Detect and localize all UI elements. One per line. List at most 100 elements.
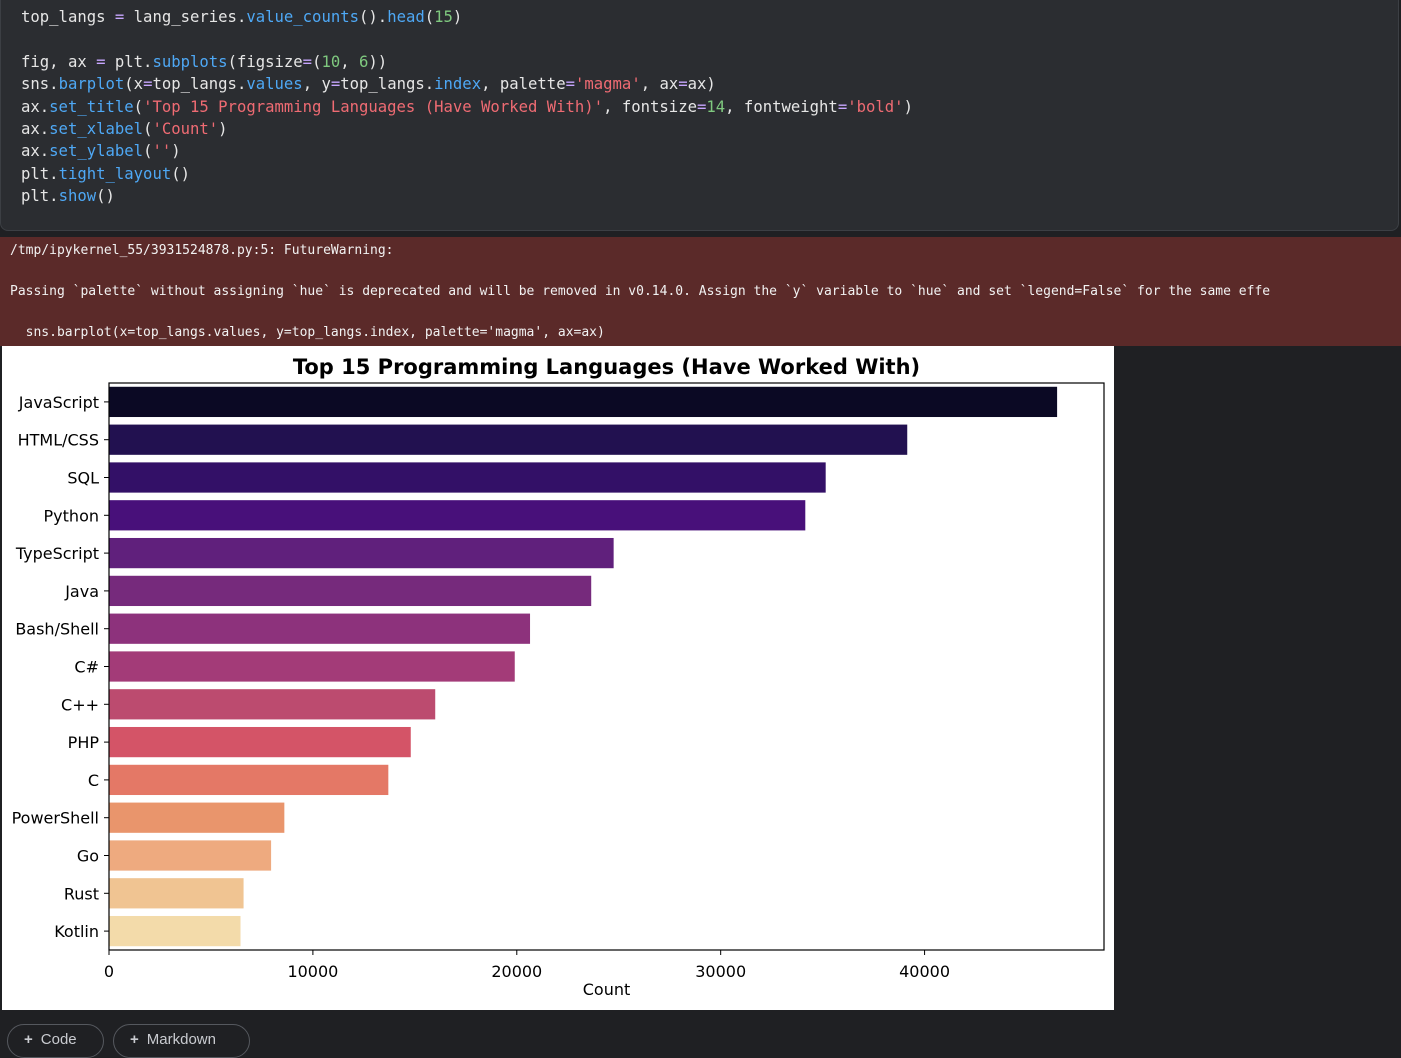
x-tick-label: 10000 [287, 962, 338, 981]
code-token: = [96, 52, 115, 71]
code-token: () [96, 187, 115, 206]
code-line[interactable]: ax.set_xlabel('Count') [21, 118, 913, 140]
y-tick-label: PHP [68, 733, 100, 752]
code-token: value_counts [246, 8, 360, 26]
y-tick-label: C++ [61, 695, 99, 714]
code-token: = [330, 75, 341, 94]
warning-code: sns.barplot(x=top_langs.values, y=top_la… [10, 325, 605, 340]
code-token: ( [424, 8, 435, 26]
code-token: values [246, 75, 303, 94]
bar-java [109, 575, 592, 607]
code-token: , [340, 52, 360, 71]
x-tick-label: 0 [104, 962, 114, 981]
code-token: = [114, 8, 134, 26]
code-token: (x [124, 75, 144, 94]
bar-chart: Top 15 Programming Languages (Have Worke… [12, 355, 1105, 999]
code-token: ) [903, 97, 913, 116]
code-token: 'bold' [847, 97, 904, 116]
y-tick-label: Kotlin [54, 922, 99, 941]
code-token: subplots [152, 52, 228, 71]
code-token: '' [152, 142, 172, 161]
y-tick-label: Go [77, 847, 99, 866]
y-tick-label: Rust [64, 884, 99, 903]
code-token: 'Count' [152, 119, 219, 138]
code-token: lang_series. [133, 8, 247, 26]
add-code-label: Code [40, 1031, 77, 1048]
bar-kotlin [109, 915, 241, 947]
code-token: (figsize [227, 52, 303, 71]
code-token: ( [143, 142, 153, 161]
code-token: ) [452, 8, 463, 26]
bar-c [109, 764, 389, 796]
add-code-button[interactable]: + Code [7, 1024, 104, 1058]
x-axis-label: Count [583, 980, 631, 999]
warning-message: Passing `palette` without assigning `hue… [10, 284, 1271, 299]
code-line[interactable] [21, 28, 913, 50]
code-token: = [696, 97, 707, 116]
y-tick-label: TypeScript [15, 544, 99, 563]
add-markdown-label: Markdown [146, 1031, 216, 1048]
y-tick-label: PowerShell [12, 809, 99, 828]
code-token: top_langs. [152, 75, 247, 94]
code-token: fig, ax [21, 52, 97, 71]
bar-rust [109, 878, 244, 909]
y-tick-label: C [88, 771, 99, 790]
code-token: head [387, 8, 425, 26]
code-token: set_title [49, 97, 134, 116]
code-editor[interactable]: top_langs = lang_series.value_counts().h… [21, 6, 913, 208]
y-tick-label: JavaScript [18, 393, 99, 412]
warning-output: /tmp/ipykernel_55/3931524878.py:5: Futur… [0, 237, 1401, 346]
code-line[interactable]: plt.show() [21, 185, 913, 207]
code-token: top_langs [21, 8, 115, 26]
code-token: show [58, 187, 97, 206]
code-token: ( [143, 119, 153, 138]
code-token: ax. [21, 142, 50, 161]
chart-title: Top 15 Programming Languages (Have Worke… [293, 355, 920, 379]
code-token: = [837, 97, 848, 116]
bar-go [109, 840, 272, 871]
bar-c- [109, 651, 515, 682]
code-token: ( [312, 52, 322, 71]
code-cell[interactable]: top_langs = lang_series.value_counts().h… [0, 0, 1399, 231]
bar-php [109, 726, 411, 758]
code-token: = [143, 75, 153, 94]
code-token: 15 [434, 8, 453, 26]
code-token: set_xlabel [49, 119, 144, 138]
code-token: plt. [21, 187, 59, 206]
code-token: 'Top 15 Programming Languages (Have Work… [143, 97, 604, 116]
chart-figure: Top 15 Programming Languages (Have Worke… [2, 346, 1114, 1010]
code-line[interactable]: ax.set_title('Top 15 Programming Languag… [21, 96, 913, 118]
code-token: ) [218, 119, 228, 138]
bar-typescript [109, 537, 614, 569]
code-token: ) [171, 142, 181, 161]
y-tick-label: Bash/Shell [15, 620, 99, 639]
code-token: = [565, 75, 575, 94]
y-tick-label: Java [64, 582, 99, 601]
code-line[interactable]: plt.tight_layout() [21, 163, 913, 185]
x-tick-label: 40000 [899, 962, 950, 981]
add-markdown-button[interactable]: + Markdown [113, 1024, 250, 1058]
bar-powershell [109, 802, 285, 833]
code-token: plt. [114, 52, 153, 71]
code-token: index [434, 75, 482, 94]
code-token: barplot [58, 75, 125, 94]
code-token: , palette [481, 75, 566, 94]
code-token: (). [359, 8, 388, 26]
code-token: )) [368, 52, 388, 71]
code-token: 6 [359, 52, 369, 71]
code-line[interactable]: fig, ax = plt.subplots(figsize=(10, 6)) [21, 51, 913, 73]
bar-c- [109, 689, 436, 720]
bar-javascript [109, 386, 1058, 418]
code-line[interactable]: sns.barplot(x=top_langs.values, y=top_la… [21, 73, 913, 95]
code-token: () [171, 164, 191, 183]
y-tick-label: SQL [67, 469, 99, 488]
code-token: plt. [21, 164, 59, 183]
code-line[interactable]: top_langs = lang_series.value_counts().h… [21, 6, 913, 28]
code-line[interactable]: ax.set_ylabel('') [21, 140, 913, 162]
code-token: 'magma' [574, 75, 641, 94]
y-tick-label: HTML/CSS [18, 431, 99, 450]
bar-sql [109, 462, 826, 493]
plot-frame [108, 382, 1105, 951]
y-tick-label: Python [44, 506, 99, 525]
warning-header: /tmp/ipykernel_55/3931524878.py:5: Futur… [10, 243, 394, 258]
